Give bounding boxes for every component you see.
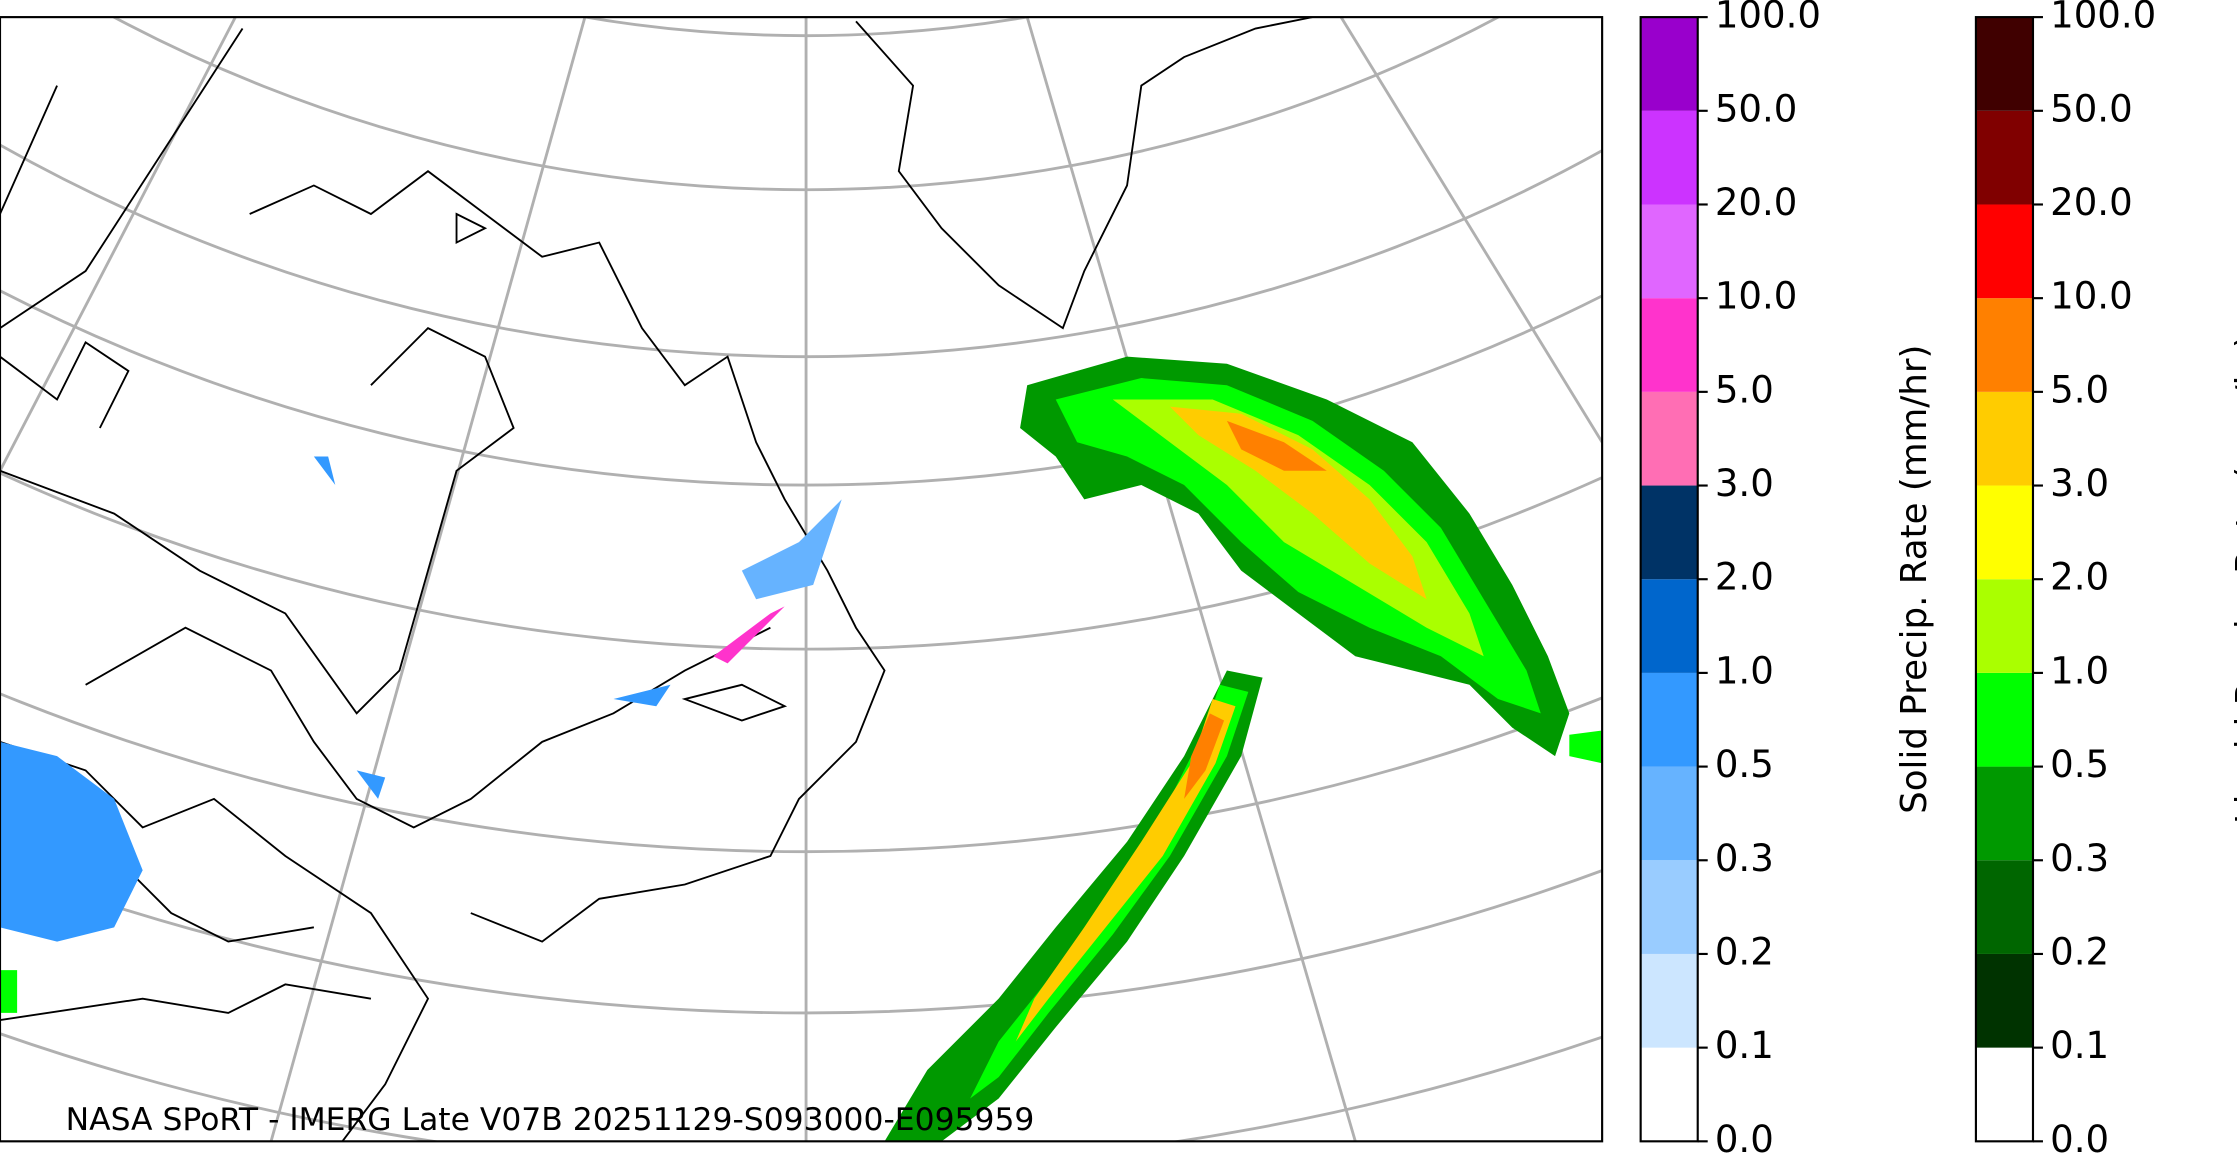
color-bin [1640,298,1698,392]
tick-label: 20.0 [2050,181,2133,224]
color-bin [1640,391,1698,486]
color-bin [1640,1047,1698,1142]
color-bin [1975,485,2033,580]
tick-label: 1.0 [2050,649,2109,692]
color-bin [1975,672,2033,767]
color-bin [1640,204,1698,299]
tick-label: 100.0 [1715,0,1821,37]
tick-label: 5.0 [1715,368,1774,411]
tick-label: 50.0 [2050,87,2133,130]
color-bin [1640,766,1698,861]
tick-label: 2.0 [1715,556,1774,599]
tick-label: 3.0 [2050,462,2109,505]
caption: NASA SPoRT - IMERG Late V07B 20251129-S0… [66,1102,1035,1138]
tick-label: 100.0 [2050,0,2156,37]
color-bin [1640,110,1698,205]
color-bin [1975,110,2033,205]
tick-label: 0.0 [2050,1118,2109,1161]
color-bin [1975,766,2033,861]
colorbar-label: Solid Precip. Rate (mm/hr) [1894,345,1935,814]
tick-label: 0.2 [1715,930,1774,973]
tick-label: 2.0 [2050,556,2109,599]
tick-label: 0.2 [2050,930,2109,973]
color-bin [1975,204,2033,299]
map-frame [0,16,1604,1143]
color-bin [1640,17,1698,111]
precipitation [0,356,1603,1142]
color-bin [1640,860,1698,954]
colorbar-label: Liquid Precip. Rate (mm/hr) [2229,334,2237,824]
tick-label: 0.3 [2050,837,2109,880]
color-bin [1975,298,2033,392]
color-bin [1975,17,2033,111]
tick-label: 0.5 [2050,743,2109,786]
tick-label: 0.1 [2050,1024,2109,1067]
tick-label: 0.1 [1715,1024,1774,1067]
tick-label: 20.0 [1715,181,1798,224]
color-bin [1975,1047,2033,1142]
color-bin [1975,391,2033,486]
tick-label: 0.3 [1715,837,1774,880]
color-bin [1640,485,1698,580]
color-bin [1640,672,1698,767]
color-bin [1975,579,2033,673]
tick-label: 0.5 [1715,743,1774,786]
color-bin [1640,953,1698,1048]
tick-label: 5.0 [2050,368,2109,411]
tick-label: 0.0 [1715,1118,1774,1161]
tick-label: 50.0 [1715,87,1798,130]
color-bin [1640,579,1698,673]
color-bin [1975,860,2033,954]
tick-label: 1.0 [1715,649,1774,692]
tick-label: 3.0 [1715,462,1774,505]
tick-label: 10.0 [1715,275,1798,318]
color-bin [1975,953,2033,1048]
tick-label: 10.0 [2050,275,2133,318]
